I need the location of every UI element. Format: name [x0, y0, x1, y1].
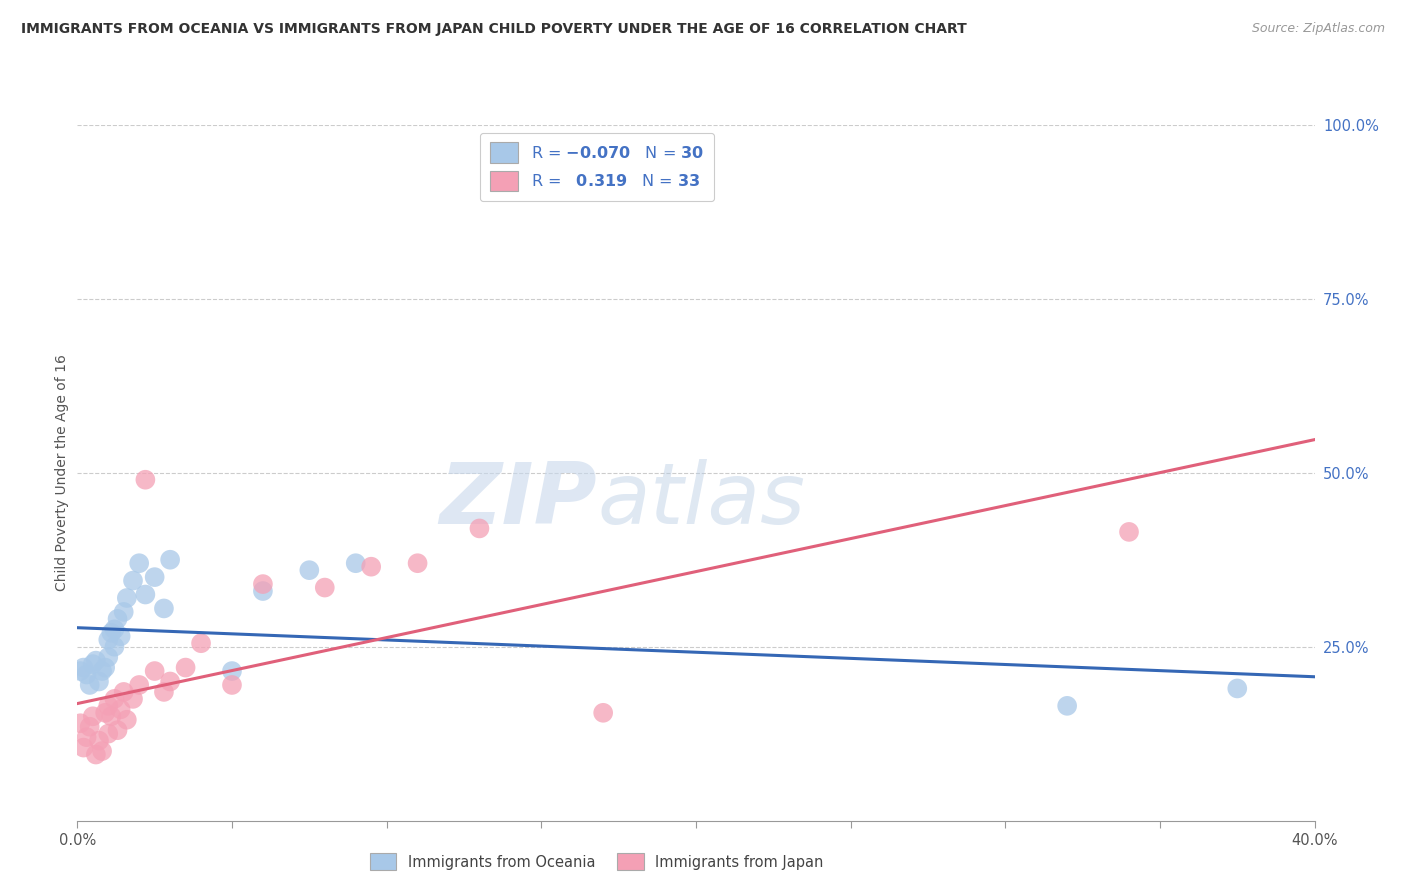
Point — [72, 740, 94, 755]
Point — [153, 685, 176, 699]
Point — [314, 581, 336, 595]
Point — [115, 591, 138, 605]
Point — [174, 660, 197, 674]
Point — [190, 636, 212, 650]
Point — [221, 678, 243, 692]
Point — [360, 559, 382, 574]
Point — [159, 674, 181, 689]
Legend: Immigrants from Oceania, Immigrants from Japan: Immigrants from Oceania, Immigrants from… — [364, 847, 830, 876]
Point — [97, 650, 120, 665]
Point — [128, 556, 150, 570]
Point — [69, 716, 91, 731]
Point — [110, 702, 132, 716]
Point — [84, 747, 107, 762]
Point — [406, 556, 429, 570]
Text: atlas: atlas — [598, 459, 806, 542]
Point — [79, 678, 101, 692]
Point — [103, 623, 125, 637]
Point — [110, 629, 132, 643]
Text: IMMIGRANTS FROM OCEANIA VS IMMIGRANTS FROM JAPAN CHILD POVERTY UNDER THE AGE OF : IMMIGRANTS FROM OCEANIA VS IMMIGRANTS FR… — [21, 22, 967, 37]
Point — [69, 664, 91, 678]
Point — [134, 473, 156, 487]
Point — [91, 744, 114, 758]
Point — [1056, 698, 1078, 713]
Point — [94, 706, 117, 720]
Point — [97, 698, 120, 713]
Point — [100, 709, 122, 723]
Point — [107, 612, 129, 626]
Point — [122, 574, 145, 588]
Point — [112, 685, 135, 699]
Point — [76, 667, 98, 681]
Point — [592, 706, 614, 720]
Text: Source: ZipAtlas.com: Source: ZipAtlas.com — [1251, 22, 1385, 36]
Point — [143, 664, 166, 678]
Point — [115, 713, 138, 727]
Point — [143, 570, 166, 584]
Point — [103, 640, 125, 654]
Point — [107, 723, 129, 738]
Point — [1226, 681, 1249, 696]
Y-axis label: Child Poverty Under the Age of 16: Child Poverty Under the Age of 16 — [55, 354, 69, 591]
Point — [87, 733, 110, 747]
Point — [79, 720, 101, 734]
Point — [298, 563, 321, 577]
Point — [128, 678, 150, 692]
Point — [103, 692, 125, 706]
Point — [252, 577, 274, 591]
Point — [252, 584, 274, 599]
Point — [221, 664, 243, 678]
Point — [134, 587, 156, 601]
Point — [82, 657, 104, 671]
Point — [112, 605, 135, 619]
Point — [468, 521, 491, 535]
Point — [122, 692, 145, 706]
Point — [84, 654, 107, 668]
Point — [1118, 524, 1140, 539]
Point — [82, 709, 104, 723]
Point — [97, 632, 120, 647]
Point — [87, 674, 110, 689]
Point — [153, 601, 176, 615]
Point — [91, 664, 114, 678]
Point — [100, 625, 122, 640]
Point — [97, 726, 120, 740]
Point — [344, 556, 367, 570]
Point — [72, 660, 94, 674]
Point — [94, 660, 117, 674]
Point — [76, 730, 98, 744]
Text: ZIP: ZIP — [439, 459, 598, 542]
Point — [159, 552, 181, 567]
